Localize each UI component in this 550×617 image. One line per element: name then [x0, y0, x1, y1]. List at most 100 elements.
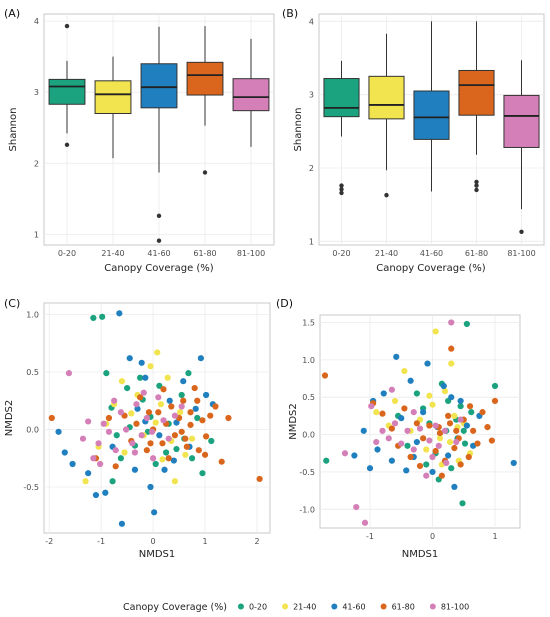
scatter-point	[429, 401, 436, 408]
scatter-point	[432, 328, 439, 335]
series-61-80	[321, 345, 499, 479]
scatter-point	[445, 412, 452, 419]
y-tick-label: -1.0	[299, 505, 315, 514]
legend-swatch-41-60	[331, 603, 338, 610]
scatter-point	[393, 353, 400, 360]
scatter-point	[171, 478, 179, 485]
scatter-point	[443, 459, 450, 467]
box-body	[413, 90, 450, 140]
scatter-point	[192, 405, 199, 412]
scatter-point	[341, 450, 349, 457]
scatter-point	[429, 453, 436, 461]
scatter-point	[474, 440, 481, 447]
scatter-point	[95, 440, 102, 447]
scatter-point	[85, 418, 92, 425]
scatter-point	[155, 394, 162, 401]
panel-b-y-axis-title: Shannon	[293, 108, 304, 152]
y-tick-label: -0.5	[299, 468, 315, 477]
scatter-point	[180, 397, 187, 404]
scatter-point	[463, 422, 470, 429]
scatter-point	[112, 447, 119, 454]
scatter-point	[420, 409, 427, 416]
scatter-point	[142, 374, 149, 381]
scatter-point	[99, 313, 106, 320]
scatter-point	[195, 447, 202, 454]
panel-c-x-ticks: -2 -1 0 1 2	[45, 537, 259, 546]
scatter-point	[147, 440, 154, 447]
panel-c-x-axis-title: NMDS1	[139, 549, 176, 560]
scatter-point	[451, 483, 458, 490]
outlier-point	[64, 23, 70, 29]
legend-label-0-20: 0-20	[249, 603, 267, 612]
scatter-point	[178, 391, 185, 399]
scatter-point	[131, 466, 139, 473]
scatter-point	[429, 468, 436, 476]
scatter-point	[440, 382, 447, 390]
y-tick-label: 1.5	[302, 318, 315, 327]
x-tick-label: 81-100	[507, 249, 535, 258]
scatter-point	[160, 417, 167, 424]
scatter-point	[69, 460, 76, 468]
scatter-point	[154, 349, 161, 356]
panel-c-y-axis-title: NMDS2	[4, 400, 15, 437]
legend-swatch-61-80	[380, 603, 387, 610]
scatter-point	[212, 403, 219, 410]
scatter-point	[124, 385, 131, 392]
scatter-point	[423, 446, 430, 453]
scatter-point	[145, 409, 153, 416]
scatter-point	[448, 465, 455, 472]
scatter-point	[137, 374, 144, 381]
scatter-point	[171, 412, 179, 419]
x-tick-label: 0-20	[332, 249, 350, 258]
scatter-point	[323, 457, 330, 464]
scatter-point	[401, 367, 408, 375]
scatter-point	[451, 444, 458, 452]
scatter-point	[105, 414, 113, 422]
scatter-point	[407, 453, 414, 461]
scatter-point	[207, 412, 214, 419]
scatter-point	[201, 451, 209, 458]
legend-label-61-80: 61-80	[392, 603, 415, 612]
scatter-point	[103, 370, 110, 377]
panel-d-label: (D)	[276, 297, 293, 310]
scatter-point	[151, 509, 158, 516]
scatter-point	[159, 456, 166, 463]
y-tick-label: 1	[34, 230, 39, 239]
y-tick-label: 1.0	[302, 356, 315, 365]
scatter-point	[401, 405, 408, 412]
scatter-point	[420, 435, 427, 442]
scatter-point	[137, 394, 144, 401]
scatter-point	[416, 425, 424, 432]
box-body	[368, 75, 405, 120]
panel-a-boxes	[48, 23, 270, 243]
scatter-point	[468, 409, 475, 416]
box-61-80	[186, 26, 224, 175]
scatter-point	[466, 403, 474, 410]
y-tick-label: 0.5	[302, 393, 315, 402]
panel-d-x-axis-title: NMDS1	[402, 549, 439, 560]
scatter-point	[373, 438, 380, 446]
scatter-point	[361, 519, 369, 526]
panel-b-y-ticks: 1 2 3 4	[309, 17, 314, 246]
panel-a-x-axis-title: Canopy Coverage (%)	[104, 263, 214, 274]
legend-label-81-100: 81-100	[441, 603, 469, 612]
scatter-point	[129, 440, 136, 447]
panel-b: (B) 1 2 3 4 0-20 21-40 41-60 61-80 81-100 Canop…	[282, 7, 545, 274]
scatter-point	[225, 414, 232, 422]
scatter-point	[199, 470, 206, 477]
x-tick-label: 41-60	[420, 249, 443, 258]
outlier-point	[474, 183, 479, 188]
scatter-point	[360, 427, 367, 434]
scatter-point	[465, 453, 472, 461]
scatter-point	[143, 447, 150, 454]
scatter-point	[491, 397, 499, 405]
box-81-100	[503, 60, 540, 234]
scatter-point	[366, 465, 374, 472]
y-tick-label: 2	[34, 159, 39, 168]
panel-a-x-ticks: 0-20 21-40 41-60 61-80 81-100	[58, 249, 265, 258]
scatter-point	[438, 472, 445, 479]
panel-b-label: (B)	[282, 7, 298, 20]
scatter-point	[85, 470, 92, 477]
scatter-point	[187, 421, 194, 428]
scatter-point	[156, 432, 163, 439]
